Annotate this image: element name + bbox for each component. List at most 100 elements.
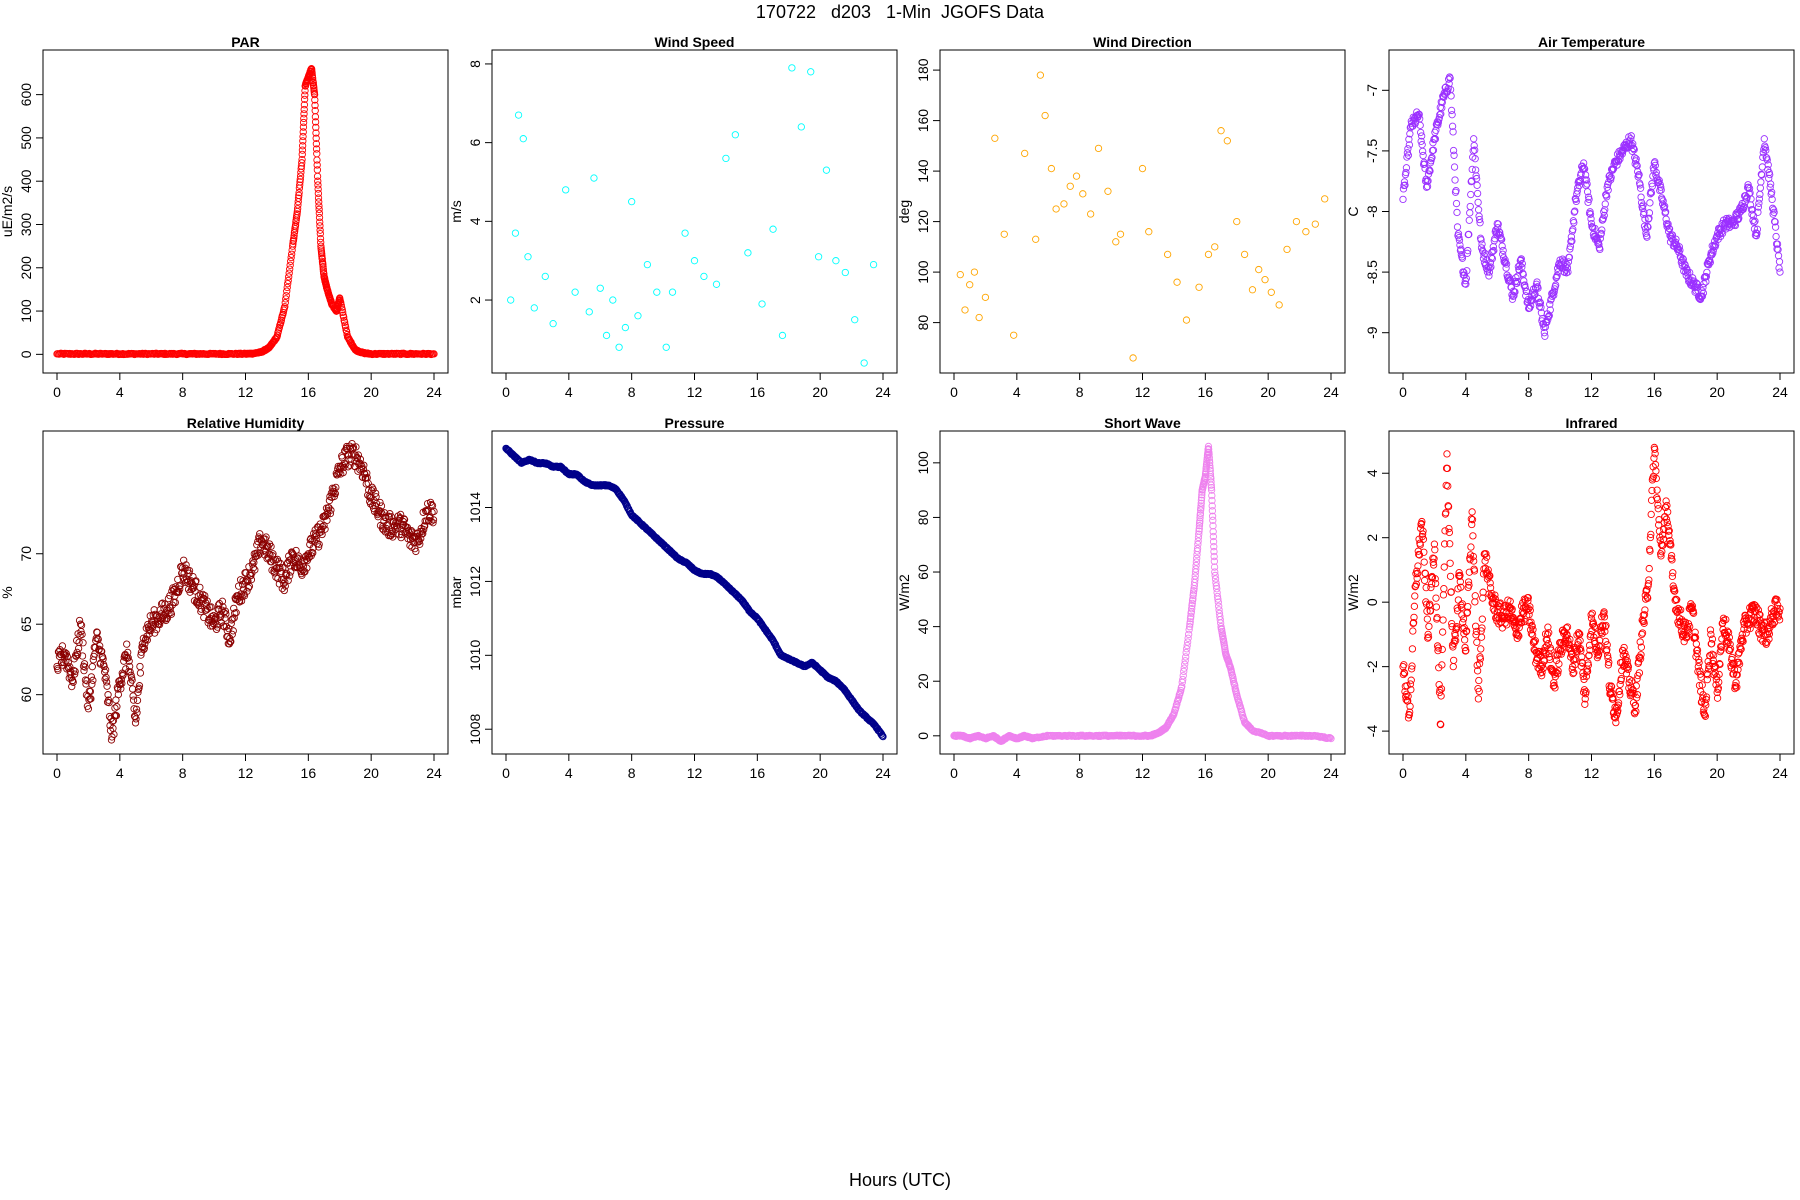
data-point <box>360 461 368 469</box>
data-point <box>1404 151 1413 159</box>
data-point <box>1127 731 1135 740</box>
data-point <box>1431 575 1439 583</box>
x-tick-label: 24 <box>426 765 442 781</box>
data-point <box>1499 246 1507 255</box>
data-point <box>1771 223 1780 231</box>
data-point <box>1213 592 1222 601</box>
data-point <box>1675 243 1684 251</box>
data-point <box>1435 114 1443 122</box>
data-point <box>207 603 215 611</box>
data-point <box>1450 151 1458 159</box>
data-point <box>1568 237 1576 245</box>
data-point <box>1661 208 1670 216</box>
data-point <box>1094 144 1103 153</box>
data-point <box>1524 295 1532 304</box>
plot-frame <box>491 430 898 755</box>
data-point <box>1290 732 1298 740</box>
data-point <box>1543 630 1552 639</box>
data-point <box>1192 558 1201 566</box>
data-point <box>1691 633 1699 641</box>
data-point <box>1076 731 1085 739</box>
data-point <box>1517 602 1526 610</box>
data-point <box>1457 245 1465 253</box>
data-point <box>220 608 228 617</box>
data-point <box>234 349 243 358</box>
data-point <box>961 306 969 314</box>
data-point <box>1453 208 1461 217</box>
data-point <box>72 636 81 645</box>
data-point <box>421 522 429 530</box>
y-axis-label: m/s <box>448 200 464 223</box>
data-point <box>1188 605 1196 613</box>
data-point <box>1636 638 1644 646</box>
data-point <box>1188 602 1196 610</box>
data-point <box>314 189 322 198</box>
data-point <box>103 350 111 359</box>
data-point <box>1709 651 1718 659</box>
data-point <box>1596 234 1604 243</box>
data-point <box>1197 502 1205 510</box>
data-point <box>1645 564 1653 573</box>
data-point <box>1671 587 1679 595</box>
data-point <box>194 600 202 608</box>
data-point <box>1192 561 1200 570</box>
data-point <box>1486 264 1494 272</box>
data-point <box>287 257 295 265</box>
data-points <box>1399 73 1784 340</box>
data-point <box>1420 548 1428 556</box>
data-point <box>76 631 84 640</box>
data-point <box>1652 474 1660 483</box>
data-point <box>1544 313 1552 321</box>
x-tick-label: 16 <box>1198 384 1214 400</box>
data-point <box>171 598 179 607</box>
data-point <box>1411 119 1419 128</box>
x-tick-label: 8 <box>1525 765 1533 781</box>
data-point <box>294 552 303 560</box>
x-tick-label: 24 <box>426 384 442 400</box>
data-point <box>299 562 308 570</box>
data-point <box>1400 661 1408 669</box>
data-point <box>1693 283 1702 291</box>
data-point <box>1466 202 1474 211</box>
data-point <box>1461 643 1469 652</box>
data-point <box>1104 187 1112 195</box>
y-tick-label: 70 <box>18 546 34 562</box>
data-point <box>1718 229 1727 238</box>
data-point <box>416 540 424 548</box>
y-tick-label: -7 <box>1364 84 1380 97</box>
data-point <box>1732 679 1740 687</box>
data-point <box>1582 176 1591 184</box>
data-point <box>1296 731 1305 739</box>
data-point <box>1773 601 1782 609</box>
data-point <box>1689 609 1698 617</box>
data-point <box>1651 445 1659 453</box>
data-point <box>1182 653 1190 661</box>
x-tick-label: 20 <box>363 384 379 400</box>
data-point <box>1112 238 1120 246</box>
data-point <box>1464 578 1473 586</box>
data-point <box>1206 464 1214 472</box>
data-point <box>1443 464 1452 473</box>
data-point <box>1476 219 1484 227</box>
data-point <box>1468 177 1476 185</box>
data-point <box>1537 303 1545 312</box>
x-tick-label: 0 <box>502 384 510 400</box>
data-point <box>1726 640 1734 648</box>
data-point <box>370 350 378 358</box>
data-point <box>1530 637 1538 646</box>
data-point <box>1745 184 1754 193</box>
data-point <box>100 662 108 671</box>
y-tick-label: 100 <box>18 299 34 323</box>
data-point <box>1715 678 1723 686</box>
data-point <box>1477 645 1485 653</box>
data-point <box>1702 278 1710 286</box>
data-point <box>1223 137 1231 145</box>
data-point <box>1768 204 1777 212</box>
data-point <box>1646 547 1654 555</box>
data-point <box>1534 294 1543 303</box>
data-point <box>1196 509 1205 518</box>
data-point <box>1620 643 1628 652</box>
